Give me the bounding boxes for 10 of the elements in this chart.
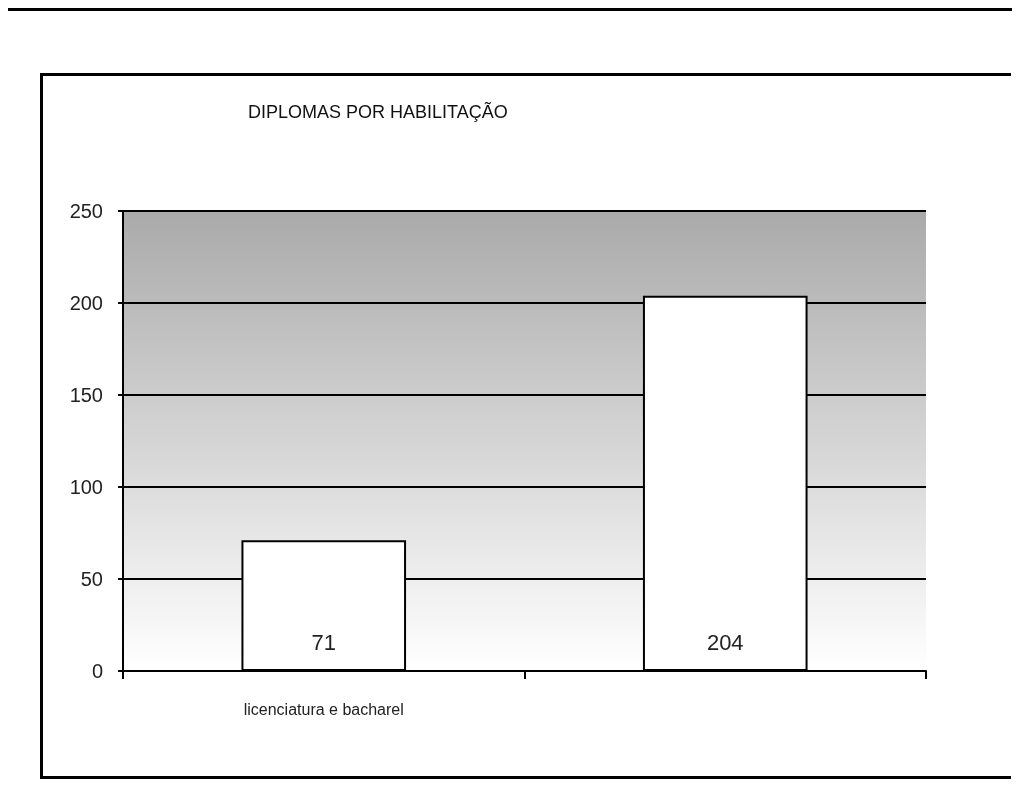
y-tick-label: 150 [69,384,103,406]
data-label: 71 [311,629,336,655]
data-label: 204 [706,629,744,655]
y-tick-label: 50 [80,568,103,590]
y-tick-label: 0 [91,660,103,682]
chart-title: DIPLOMAS POR HABILITAÇÃO [248,101,508,122]
y-tick-label: 100 [69,476,103,498]
x-tick-label: licenciatura e bacharel [243,700,404,718]
y-tick-label: 250 [69,200,103,222]
y-tick-label: 200 [69,292,103,314]
